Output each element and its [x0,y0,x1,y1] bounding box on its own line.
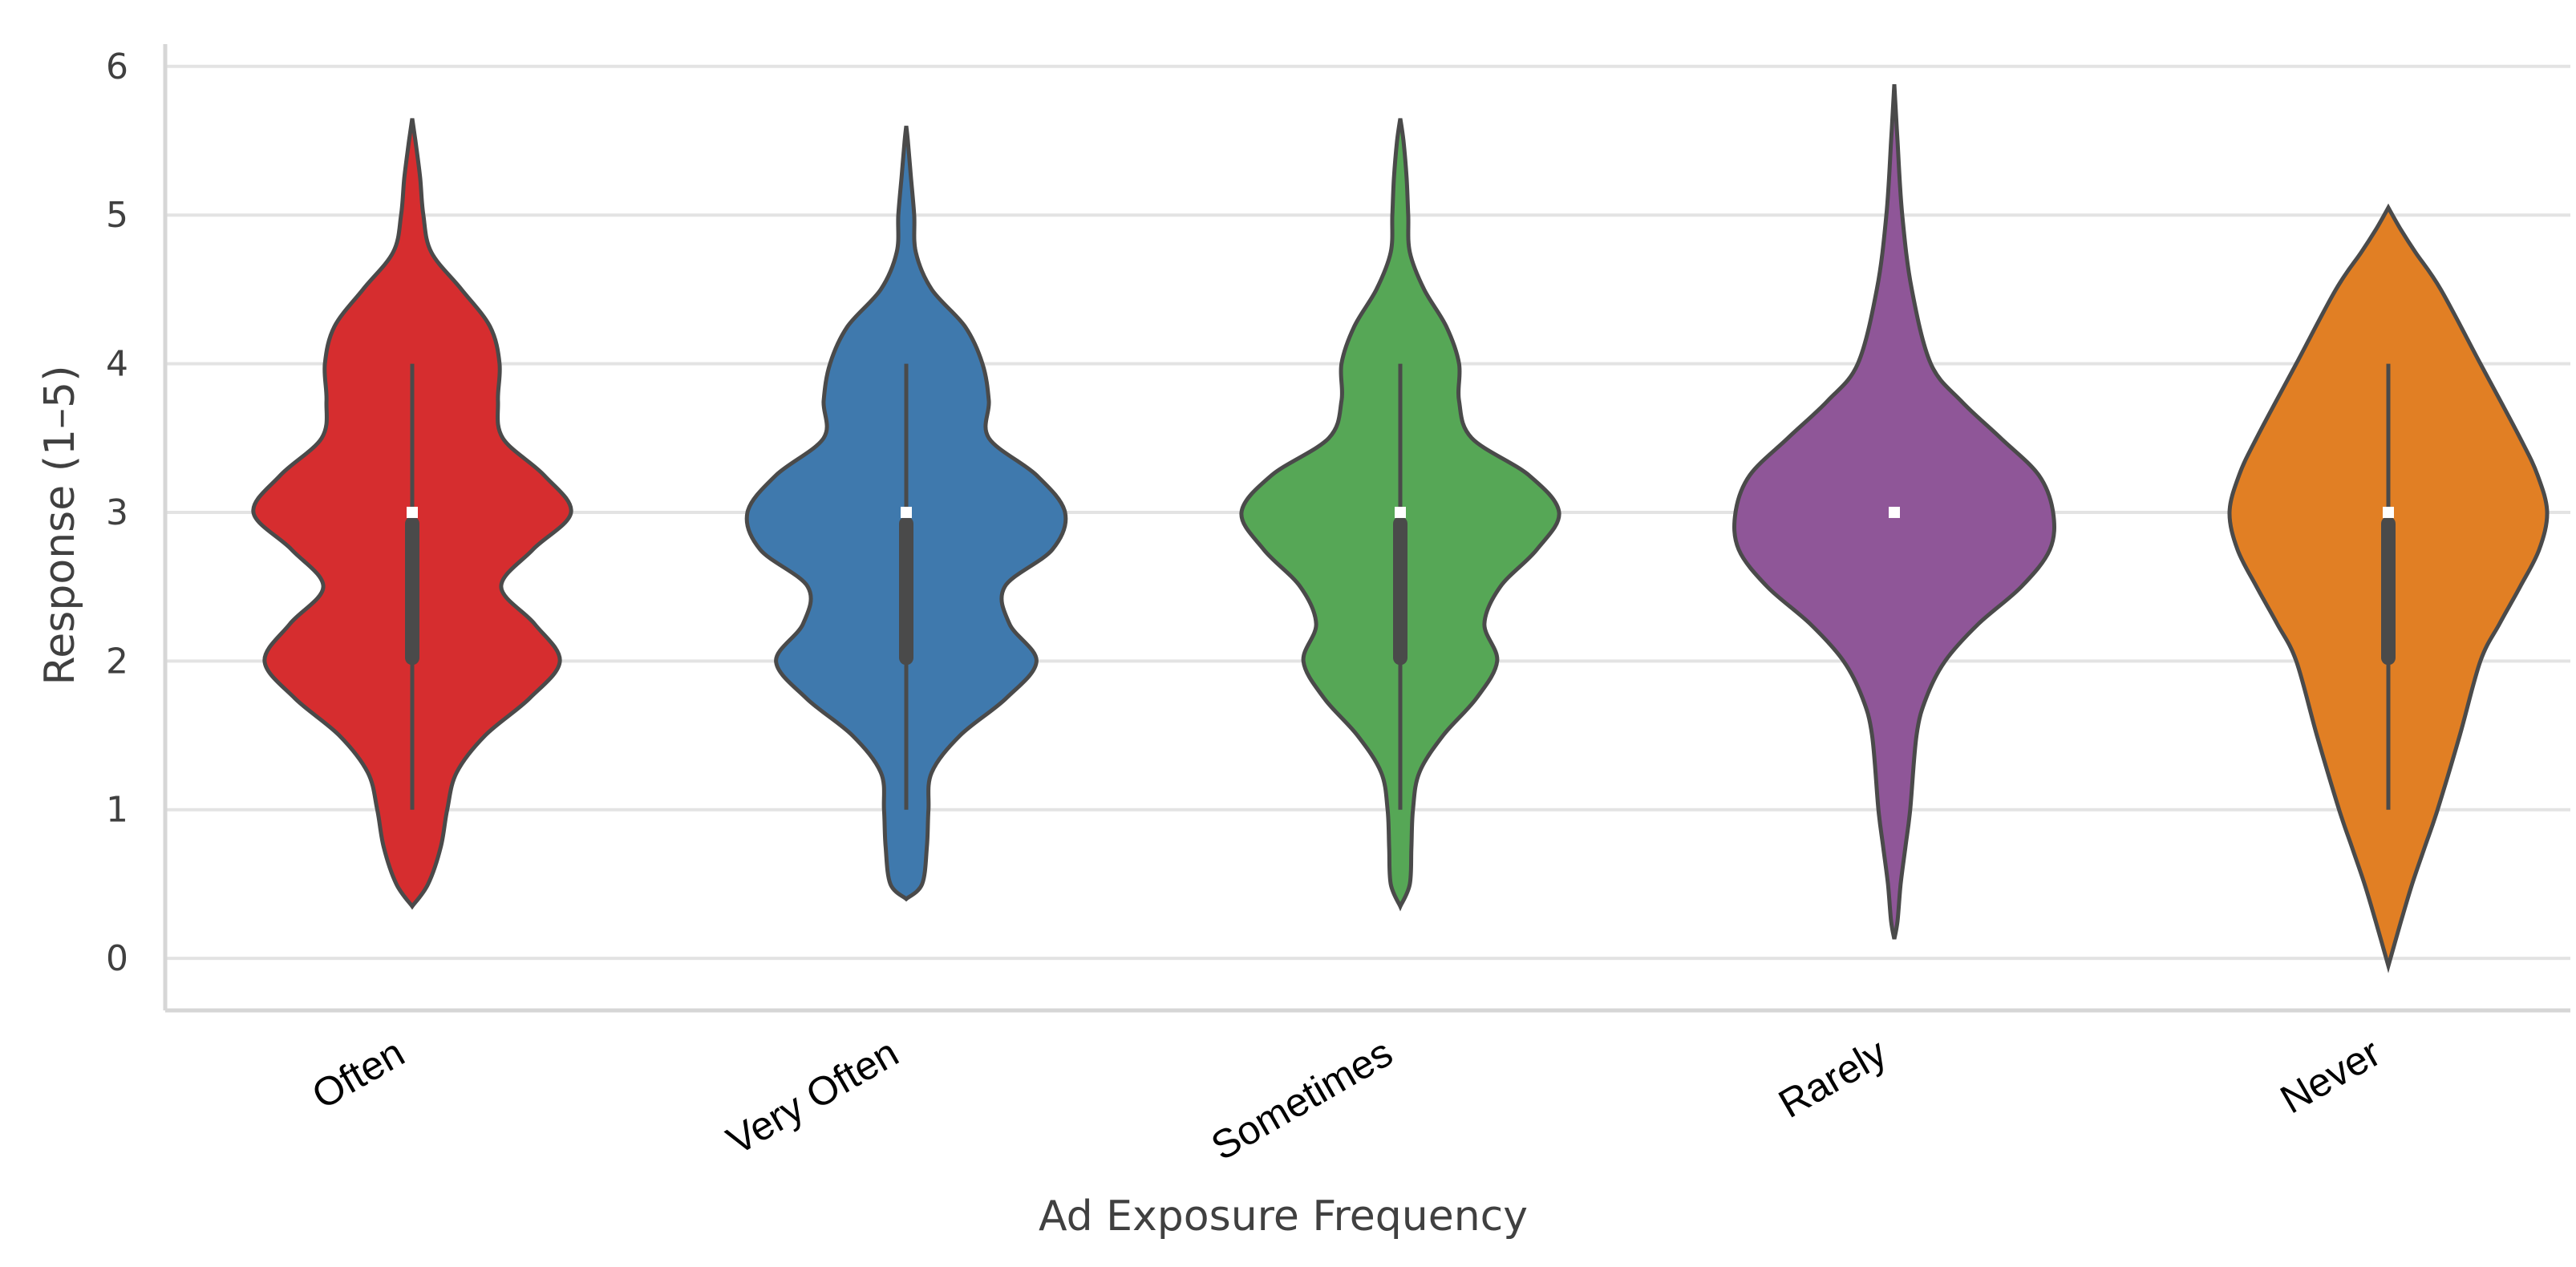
violin-layer [251,83,2550,974]
x-tick-label: Sometimes [1204,1030,1400,1169]
violin-often [251,118,573,910]
y-tick-label: 2 [106,641,128,682]
x-axis-title: Ad Exposure Frequency [1039,1192,1528,1241]
violin-sometimes [1239,118,1561,912]
y-tick-label: 4 [106,344,128,385]
y-tick-label: 5 [106,195,128,236]
violin-never [2227,203,2550,974]
x-axis-ticks: Often Very Often Sometimes Rarely Never [305,1030,2388,1169]
y-axis-ticks: 0 1 2 3 4 5 6 [106,47,128,979]
y-tick-label: 1 [106,790,128,831]
x-tick-label: Often [305,1030,412,1118]
median-marker [1395,506,1406,518]
x-tick-label: Never [2273,1030,2388,1122]
median-marker [2383,506,2394,518]
violin-rarely [1732,83,2056,940]
median-marker [407,506,418,518]
y-tick-label: 3 [106,492,128,533]
y-tick-label: 0 [106,938,128,979]
y-tick-label: 6 [106,47,128,87]
median-marker [901,506,912,518]
axes-spines [163,44,2570,1013]
median-marker [1889,506,1900,518]
y-axis-title: Response (1–5) [36,365,84,685]
x-tick-label: Rarely [1771,1030,1894,1127]
x-tick-label: Very Often [719,1030,906,1164]
violin-very-often [744,125,1068,902]
